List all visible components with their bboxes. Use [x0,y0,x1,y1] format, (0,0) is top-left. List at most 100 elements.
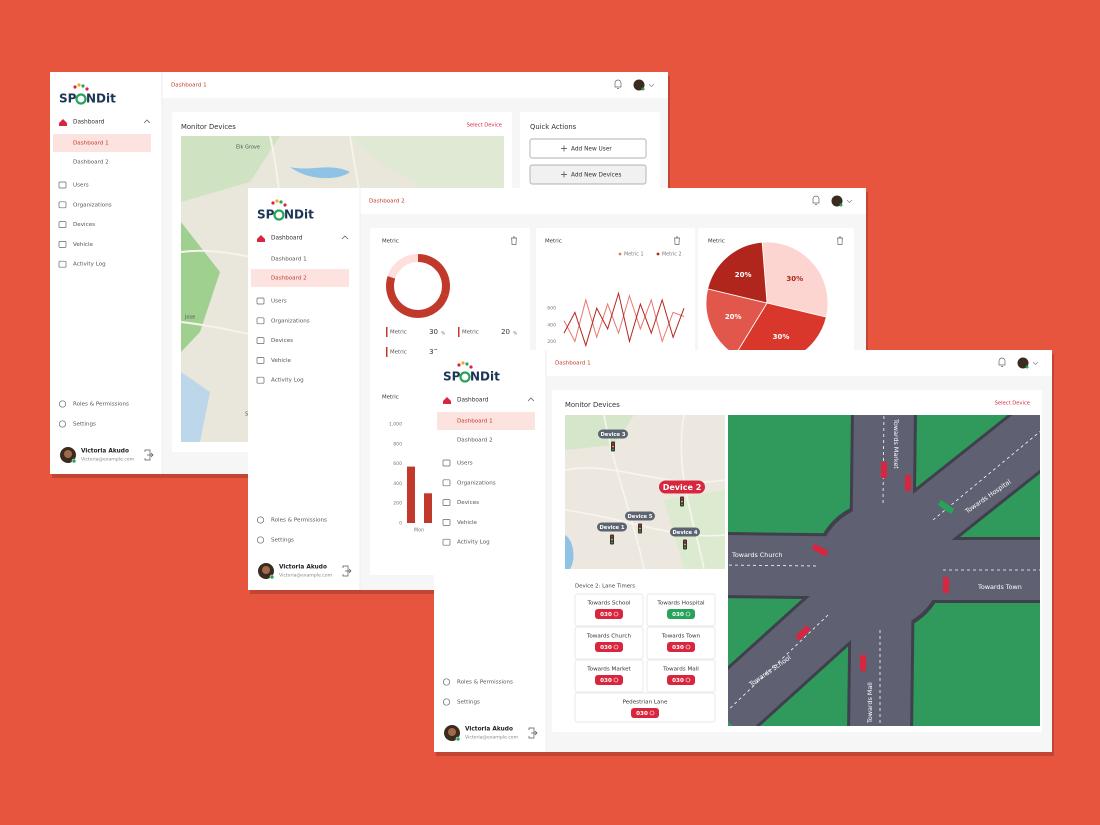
logout-icon[interactable] [528,727,538,739]
lane-signal [905,475,911,491]
traffic-light-lamp [684,540,686,543]
device-pin[interactable] [625,511,655,521]
device-label[interactable]: Device 5 [628,514,653,520]
menu-item[interactable]: Settings [457,700,480,706]
menu-item[interactable]: Vehicle [457,520,478,526]
device-pin[interactable] [670,527,700,537]
lane-name: Towards School [587,601,631,607]
submenu-item[interactable]: Dashboard 2 [457,438,493,444]
y-tick-label: 600 [547,306,556,312]
device-pin[interactable] [597,522,627,532]
menu-item[interactable]: Users [73,183,89,189]
delete-icon[interactable] [674,236,680,245]
delete-icon[interactable] [511,236,517,245]
bell-icon[interactable] [998,357,1006,367]
menu-item[interactable]: Users [457,461,473,467]
menu-item[interactable]: Dashboard [73,120,105,126]
timer-icon [613,677,619,683]
menu-item[interactable]: Activity Log [73,262,106,268]
menu-icon [58,400,67,408]
menu-item[interactable]: Devices [457,500,479,506]
menu-item[interactable]: Settings [73,422,96,428]
y-tick-label: 400 [393,481,402,487]
legend-unit: % [441,331,446,337]
traffic-light-lamp [612,442,614,445]
menu-item[interactable]: Organizations [73,202,112,208]
line-series [563,294,685,344]
sidebar [50,72,162,474]
avatar[interactable] [1017,357,1029,369]
pie-label: 30% [786,275,803,283]
delete-icon[interactable] [837,236,843,245]
logo-dot [461,361,465,365]
submenu-item[interactable]: Dashboard 1 [271,257,307,263]
device-label[interactable]: Device 3 [601,432,626,438]
lane-signal [943,577,949,593]
menu-item[interactable]: Roles & Permissions [73,402,129,408]
menu-icon [256,536,265,544]
bell-icon[interactable] [812,195,820,205]
home-icon [443,397,451,404]
menu-item[interactable]: Organizations [457,480,496,486]
menu-icon [442,538,451,546]
menu-item[interactable]: Devices [73,222,95,228]
traffic-light-lamp [684,546,686,549]
y-tick-label: 0 [399,521,402,527]
submenu-item[interactable]: Dashboard 2 [73,160,109,166]
submenu-item[interactable]: Dashboard 2 [271,276,307,282]
button[interactable] [529,164,647,185]
pie-slice [707,241,768,304]
direction-label: Towards Church [731,551,782,559]
menu-item[interactable]: Dashboard [457,398,489,404]
menu-item[interactable]: Activity Log [457,540,490,546]
avatar[interactable] [831,195,843,207]
timer-value: 030 [636,711,648,717]
user-name: Victoria Akudo [279,565,327,571]
plus-icon [561,145,567,152]
button[interactable] [529,138,647,159]
device-pin[interactable] [598,429,628,439]
device-label[interactable]: Device 1 [600,525,625,531]
device-pin[interactable] [659,480,705,494]
menu-icon [256,297,265,305]
button-label[interactable]: Add New Devices [571,172,621,178]
online-dot [839,203,843,207]
timer-badge [595,642,623,652]
avatar[interactable] [633,79,645,91]
lane-signal [795,625,811,641]
traffic-light-lamp [681,500,683,503]
timer-icon [613,644,619,650]
device-label[interactable]: Device 4 [673,530,698,536]
button-label[interactable]: Add New User [571,146,612,152]
legend-label: Metric 2 [662,252,682,258]
menu-item[interactable]: Dashboard [271,236,303,242]
user-email: Victoria@example.com [465,735,519,741]
menu-icon [442,499,451,506]
logout-icon[interactable] [342,565,352,577]
user-name: Victoria Akudo [81,449,129,455]
device-label[interactable]: Device 2 [663,483,702,492]
card-title: Metric [382,395,399,401]
legend-unit: % [513,331,518,337]
online-dot [455,736,461,742]
select-device[interactable]: Select Device [995,401,1030,407]
menu-item[interactable]: Roles & Permissions [271,518,327,524]
menu-item[interactable]: Settings [271,538,294,544]
logout-icon[interactable] [144,449,154,461]
menu-item[interactable]: Vehicle [73,242,94,248]
menu-item[interactable]: Devices [271,338,293,344]
menu-item[interactable]: Roles & Permissions [457,680,513,686]
traffic-light-lamp [639,530,641,533]
menu-item[interactable]: Organizations [271,318,310,324]
timer-value: 030 [600,678,612,684]
select-device[interactable]: Select Device [467,123,502,129]
menu-item[interactable]: Users [271,299,287,305]
bell-icon[interactable] [614,79,622,89]
timer-icon [685,644,691,650]
menu-item[interactable]: Vehicle [271,358,292,364]
menu-icon [58,201,67,209]
submenu-item[interactable]: Dashboard 1 [73,141,109,147]
submenu-item[interactable]: Dashboard 1 [457,419,493,425]
menu-icon [442,519,451,526]
menu-item[interactable]: Activity Log [271,378,304,384]
